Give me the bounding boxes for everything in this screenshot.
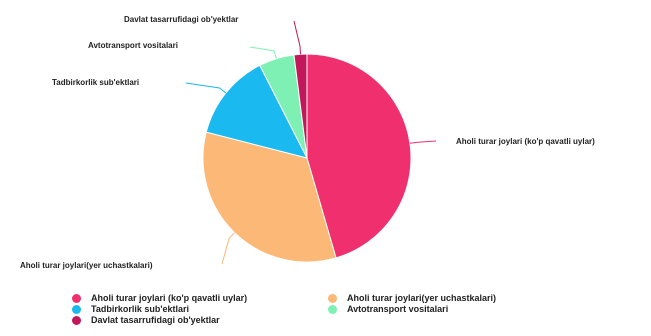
legend-item-3[interactable]: Tadbirkorlik sub'ektlari — [72, 304, 189, 314]
slice-label-4: Avtotransport vositalari — [88, 41, 178, 50]
legend-label: Avtotransport vositalari — [347, 304, 449, 314]
legend-item-1[interactable]: Aholi turar joylari (ko'p qavatli uylar) — [72, 293, 247, 303]
slice-label-5: Davlat tasarrufidagi ob'yektlar — [124, 15, 238, 24]
legend-label: Davlat tasarrufidagi ob'yektlar — [91, 315, 220, 325]
pie-slice-2[interactable] — [202, 131, 337, 263]
legend-item-4[interactable]: Avtotransport vositalari — [328, 304, 448, 314]
slice-label-2: Aholi turar joylari(yer uchastkalari) — [20, 261, 153, 270]
legend-label: Tadbirkorlik sub'ektlari — [91, 304, 190, 314]
legend-item-2[interactable]: Aholi turar joylari(yer uchastkalari) — [328, 293, 496, 303]
legend-label: Aholi turar joylari(yer uchastkalari) — [347, 293, 497, 303]
leader-line-2 — [221, 232, 235, 265]
pie-slice-3[interactable] — [205, 64, 308, 159]
legend-swatch — [72, 304, 81, 314]
legend-swatch — [72, 293, 81, 303]
pie-slice-5[interactable] — [293, 53, 308, 159]
pie-slice-1[interactable] — [306, 53, 412, 259]
leader-line-4 — [249, 46, 277, 59]
leader-line-3 — [185, 82, 227, 94]
leader-line-1 — [409, 140, 437, 144]
legend-label: Aholi turar joylari (ko'p qavatli uylar) — [91, 293, 248, 303]
legend-swatch — [72, 315, 81, 325]
slice-label-3: Tadbirkorlik sub'ektlari — [52, 78, 139, 87]
legend-swatch — [328, 293, 337, 303]
slice-label-1: Aholi turar joylari (ko'p qavatli uylar) — [456, 137, 595, 146]
legend-item-5[interactable]: Davlat tasarrufidagi ob'yektlar — [72, 315, 220, 325]
leader-line-5 — [293, 20, 301, 55]
pie-chart-svg: Aholi turar joylari (ko'p qavatli uylar)… — [20, 15, 595, 270]
legend-swatch — [328, 304, 337, 314]
